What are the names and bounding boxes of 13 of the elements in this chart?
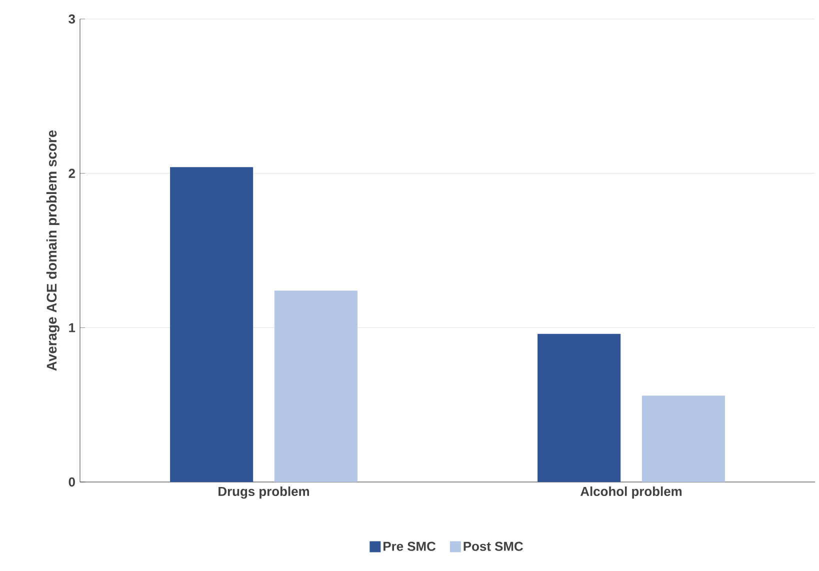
bar [538,334,621,482]
bar [274,290,358,482]
y-tick-label: 0 [68,477,75,487]
bar [170,167,254,482]
y-tick-label: 2 [68,168,75,178]
y-axis-title: Average ACE domain problem score [46,130,60,371]
x-tick-label: Alcohol problem [580,486,682,499]
bar [642,396,725,482]
y-tick-label: 3 [68,14,76,24]
legend-label: Pre SMC [384,542,436,551]
legend-label: Post SMC [464,542,523,551]
x-tick-label: Drugs problem [218,486,309,499]
y-tick-label: 1 [69,323,76,332]
